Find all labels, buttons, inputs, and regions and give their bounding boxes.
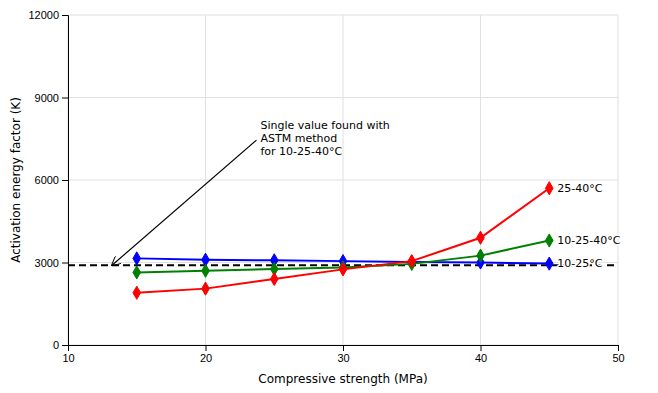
y-tick-label: 3000 <box>35 257 59 269</box>
point <box>133 266 141 279</box>
x-tick-mark <box>618 345 619 351</box>
point <box>339 263 347 276</box>
series-label: 10-25-40°C <box>557 234 620 247</box>
point <box>133 286 141 299</box>
x-axis: 10 20 30 40 50 <box>62 345 624 364</box>
point <box>477 249 485 262</box>
y-tick: 12000 <box>28 9 68 21</box>
y-tick: 9000 <box>35 92 68 104</box>
y-axis-line <box>62 16 69 346</box>
plot: 102030405003000600090001200010-25°C10-25… <box>28 9 624 364</box>
point <box>270 272 278 285</box>
x-axis-line <box>69 346 619 352</box>
x-tick-label: 10 <box>62 352 74 364</box>
point <box>408 255 416 268</box>
x-tick-mark <box>481 345 482 351</box>
point <box>202 282 210 295</box>
chart: 102030405003000600090001200010-25°C10-25… <box>0 0 658 393</box>
y-tick: 6000 <box>35 174 68 186</box>
point <box>133 252 141 265</box>
x-tick: 30 <box>337 345 349 364</box>
y-tick-mark <box>62 15 68 16</box>
y-tick-mark <box>62 98 68 99</box>
y-tick-mark <box>62 263 68 264</box>
x-tick-label: 30 <box>337 352 349 364</box>
grid <box>68 15 618 345</box>
y-tick: 3000 <box>35 257 68 269</box>
grid-line-y <box>68 180 618 181</box>
y-tick-label: 9000 <box>35 92 59 104</box>
grid-line-y <box>68 97 618 98</box>
series-label: 10-25°C <box>557 257 602 270</box>
y-tick-mark <box>62 345 68 346</box>
point <box>202 264 210 277</box>
x-tick-label: 40 <box>475 352 487 364</box>
grid-line-y <box>68 15 618 16</box>
x-tick-mark <box>343 345 344 351</box>
series-markers <box>133 234 553 279</box>
x-tick: 40 <box>475 345 487 364</box>
point <box>545 257 553 270</box>
series-label: 25-40°C <box>557 182 602 195</box>
x-tick: 10 <box>62 345 74 364</box>
y-tick-label: 12000 <box>28 9 59 21</box>
y-tick: 0 <box>53 339 68 351</box>
point <box>477 231 485 244</box>
series-markers <box>133 182 553 300</box>
y-tick-label: 6000 <box>35 174 59 186</box>
annotations: Single value found withASTM methodfor 10… <box>112 119 390 265</box>
data-area <box>68 182 618 300</box>
annotation-arrow <box>112 140 257 265</box>
point <box>545 182 553 195</box>
x-tick: 20 <box>200 345 212 364</box>
point <box>545 234 553 247</box>
x-tick: 50 <box>612 345 624 364</box>
series-labels: 10-25°C 10-25-40°C 25-40°C <box>557 182 620 270</box>
y-axis: 0 3000 6000 9000 12000 <box>28 9 68 351</box>
y-tick-mark <box>62 180 68 181</box>
y-tick-label: 0 <box>53 339 59 351</box>
x-tick-label: 20 <box>200 352 212 364</box>
y-axis-title: Activation energy factor (K) <box>9 97 23 263</box>
x-tick-mark <box>206 345 207 351</box>
x-axis-title: Compressive strength (MPa) <box>258 372 427 386</box>
x-tick-label: 50 <box>612 352 624 364</box>
annotation-text: Single value found withASTM methodfor 10… <box>261 119 390 158</box>
series-line <box>137 188 550 293</box>
